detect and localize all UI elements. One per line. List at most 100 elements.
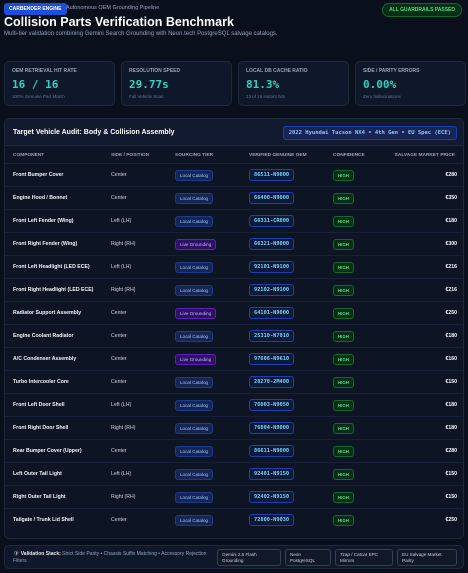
page-title: Collision Parts Verification Benchmark: [4, 15, 234, 29]
sourcing-tier: Local Catalog: [175, 492, 214, 503]
stat-label: LOCAL DB CACHE RATIO: [246, 68, 308, 74]
column-header: CONFIDENCE: [333, 153, 365, 158]
table-row: Radiator Support Assembly Center Live Grou…: [5, 301, 463, 324]
confidence: HIGH: [333, 170, 354, 181]
stack-chip: Neon PostgreSQL: [285, 549, 331, 566]
stat-card: OEM RETRIEVAL HIT RATE 16 / 16 100% Genuin…: [4, 61, 115, 106]
stat-label: RESOLUTION SPEED: [129, 68, 181, 74]
oem-number: 76004-N9000: [249, 422, 295, 434]
confidence: HIGH: [333, 216, 354, 227]
column-header: COMPONENT: [13, 153, 45, 158]
sourcing-tier: Live Grounding: [175, 354, 217, 365]
column-header: SOURCING TIER: [175, 153, 214, 158]
component: A/C Condenser Assembly: [13, 356, 77, 362]
component: Front Right Headlight (LED ECE): [13, 287, 94, 293]
component: Front Left Fender (Wing): [13, 218, 74, 224]
stack-chip: 7zap / Catcar EPC Mirrors: [335, 549, 393, 566]
oem-number: 92102-N9100: [249, 284, 295, 296]
table-row: Front Right Door Shell Right (RH) Local Ca…: [5, 416, 463, 439]
component: Front Right Fender (Wing): [13, 241, 78, 247]
table-title: Target Vehicle Audit: Body & Collision A…: [13, 129, 175, 136]
price: €180: [445, 425, 457, 431]
oem-number: 28270-2M400: [249, 376, 295, 388]
stat-value: 16 / 16: [12, 78, 59, 91]
confidence: HIGH: [333, 239, 354, 250]
oem-number: 97606-N9610: [249, 353, 295, 365]
sourcing-tier: Local Catalog: [175, 423, 214, 434]
side: Center: [111, 172, 127, 178]
table-row: Left Outer Tail Light Left (LH) Local Cata…: [5, 462, 463, 485]
side: Left (LH): [111, 218, 132, 224]
subtitle: Multi-tier validation combining Gemini S…: [4, 31, 278, 37]
audit-table: Target Vehicle Audit: Body & Collision A…: [4, 118, 464, 539]
column-header: SALVAGE MARKET PRICE: [394, 153, 455, 158]
table-row: Turbo Intercooler Core Center Local Catalo…: [5, 370, 463, 393]
oem-number: 64101-N9000: [249, 307, 295, 319]
stack-chip: Gemini 2.5 Flash Grounding: [217, 549, 281, 566]
oem-number: 76003-N9050: [249, 399, 295, 411]
footer: 🛡 Validation Stack: Strict Side Parity •…: [4, 545, 464, 569]
confidence: HIGH: [333, 262, 354, 273]
oem-number: 86611-N9000: [249, 445, 295, 457]
stat-note: Zero hallucinations: [363, 94, 401, 99]
component: Front Bumper Cover: [13, 172, 64, 178]
side: Center: [111, 379, 127, 385]
price: €150: [445, 494, 457, 500]
stat-label: OEM RETRIEVAL HIT RATE: [12, 68, 77, 74]
table-header: Target Vehicle Audit: Body & Collision A…: [5, 119, 463, 146]
oem-number: 66321-N9000: [249, 238, 295, 250]
stat-note: 13 of 16 instant hits: [246, 94, 286, 99]
confidence: HIGH: [333, 492, 354, 503]
price: €160: [445, 356, 457, 362]
price: €250: [445, 310, 457, 316]
oem-number: 66311-CR000: [249, 215, 295, 227]
component: Left Outer Tail Light: [13, 471, 62, 477]
component: Tailgate / Trunk Lid Shell: [13, 517, 74, 523]
sourcing-tier: Local Catalog: [175, 216, 214, 227]
side: Right (RH): [111, 494, 136, 500]
price: €180: [445, 402, 457, 408]
side: Center: [111, 517, 127, 523]
oem-number: 86511-N9000: [249, 169, 295, 181]
stat-card: SIDE / PARITY ERRORS 0.00% Zero hallucinat…: [355, 61, 466, 106]
price: €280: [445, 448, 457, 454]
side: Right (RH): [111, 287, 136, 293]
side: Center: [111, 333, 127, 339]
price: €150: [445, 471, 457, 477]
table-row: Front Left Fender (Wing) Left (LH) Local C…: [5, 209, 463, 232]
table-row: Rear Bumper Cover (Upper) Center Local Cat…: [5, 439, 463, 462]
table-row: Engine Coolant Radiator Center Local Catal…: [5, 324, 463, 347]
component: Front Left Door Shell: [13, 402, 65, 408]
component: Engine Hood / Bonnet: [13, 195, 68, 201]
confidence: HIGH: [333, 354, 354, 365]
sourcing-tier: Local Catalog: [175, 262, 214, 273]
price: €180: [445, 218, 457, 224]
sourcing-tier: Live Grounding: [175, 239, 217, 250]
confidence: HIGH: [333, 423, 354, 434]
component: Front Left Headlight (LED ECE): [13, 264, 90, 270]
table-row: Front Bumper Cover Center Local Catalog 865…: [5, 163, 463, 186]
price: €280: [445, 172, 457, 178]
component: Right Outer Tail Light: [13, 494, 66, 500]
pipeline-label: Autonomous OEM Grounding Pipeline: [66, 5, 160, 11]
sourcing-tier: Local Catalog: [175, 400, 214, 411]
stat-value: 29.77s: [129, 78, 169, 91]
oem-number: 92402-N9150: [249, 491, 295, 503]
component: Front Right Door Shell: [13, 425, 69, 431]
stat-card: LOCAL DB CACHE RATIO 81.3% 13 of 16 instan…: [238, 61, 349, 106]
side: Right (RH): [111, 425, 136, 431]
status-badge: ALL GUARDRAILS PASSED: [382, 3, 462, 17]
sourcing-tier: Local Catalog: [175, 469, 214, 480]
component: Radiator Support Assembly: [13, 310, 82, 316]
oem-number: 25310-N7010: [249, 330, 295, 342]
confidence: HIGH: [333, 446, 354, 457]
sourcing-tier: Local Catalog: [175, 193, 214, 204]
table-row: Tailgate / Trunk Lid Shell Center Local Ca…: [5, 508, 463, 531]
oem-number: 92101-N9100: [249, 261, 295, 273]
confidence: HIGH: [333, 400, 354, 411]
price: €150: [445, 379, 457, 385]
table-row: Right Outer Tail Light Right (RH) Local Ca…: [5, 485, 463, 508]
column-header: SIDE / POSITION: [111, 153, 150, 158]
price: €216: [445, 264, 457, 270]
